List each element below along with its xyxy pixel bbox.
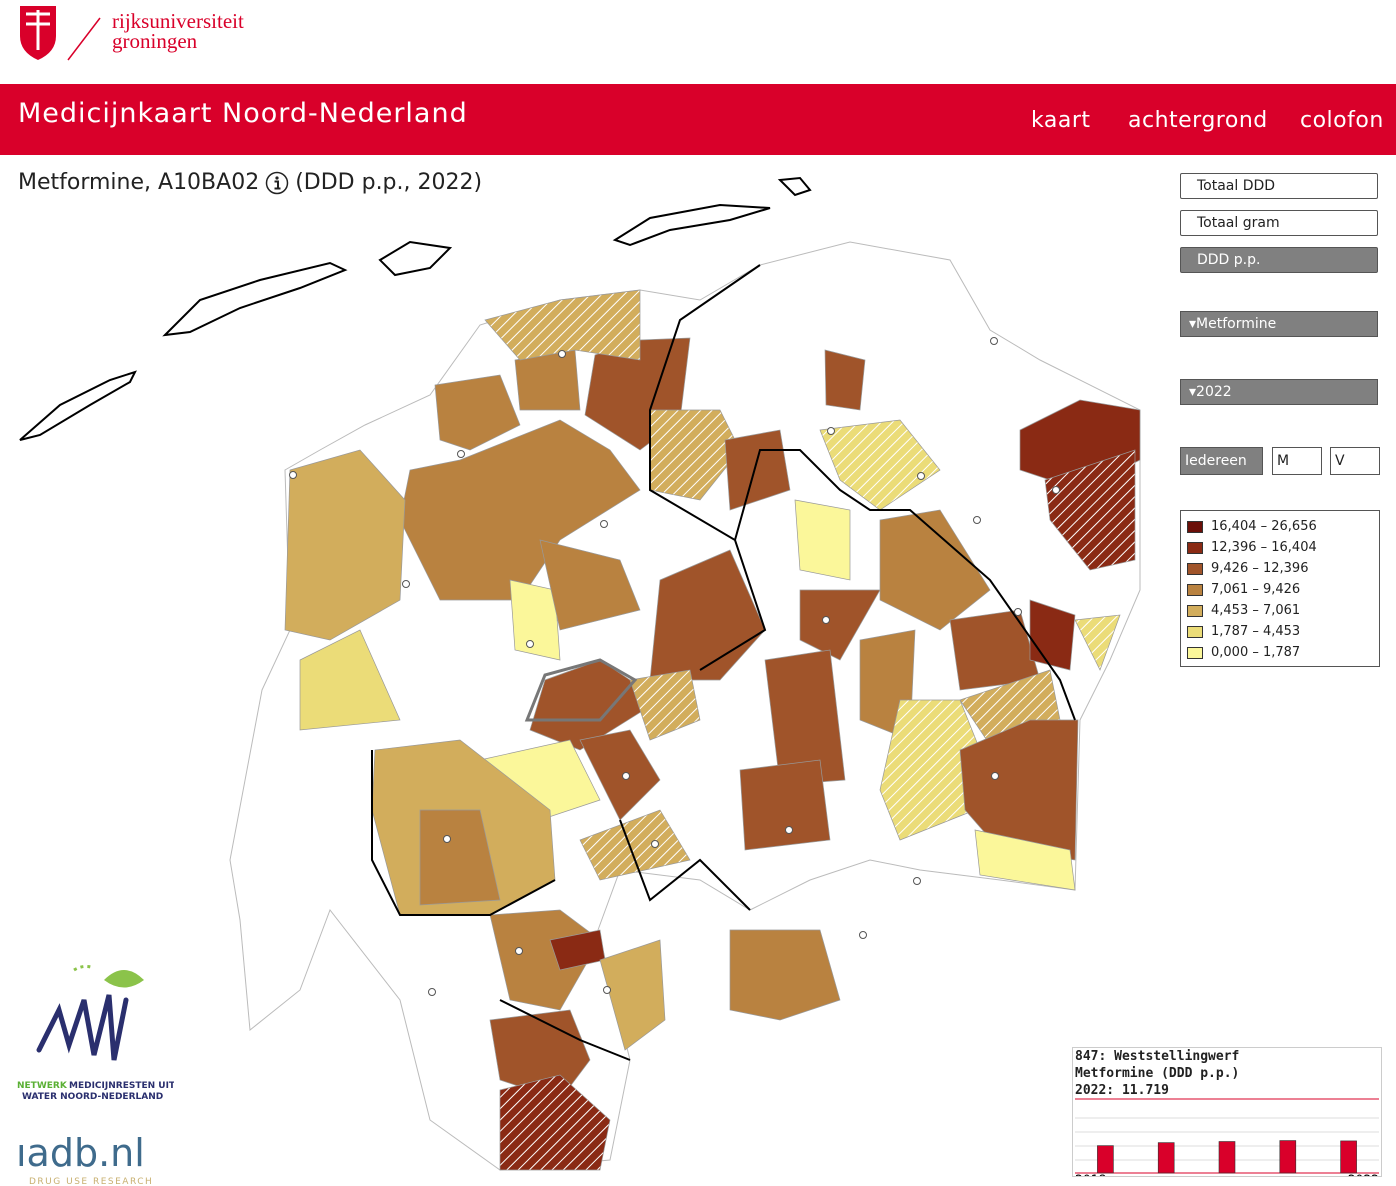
measure-button[interactable]: DDD p.p.	[1180, 247, 1378, 273]
tooltip: 847: Weststellingwerf Metformine (DDD p.…	[1072, 1047, 1382, 1177]
legend-swatch	[1187, 541, 1203, 554]
medicine: Metformine	[1196, 316, 1277, 332]
legend: 16,404 – 26,656 12,396 – 16,404 9,426 – 12…	[1180, 510, 1380, 667]
legend-swatch	[1187, 625, 1203, 638]
rug-logo: rijksuniversiteit groningen	[20, 6, 244, 61]
bar	[1218, 1141, 1236, 1174]
year: 2022	[1196, 384, 1232, 400]
legend-item: 9,426 – 12,396	[1187, 558, 1373, 579]
bar	[1279, 1140, 1297, 1174]
nmwnn-text: MEDICIJNRESTEN UIT	[69, 1081, 174, 1091]
legend-swatch	[1187, 562, 1203, 575]
legend-item: 16,404 – 26,656	[1187, 516, 1373, 537]
legend-swatch	[1187, 520, 1203, 533]
legend-item: 0,000 – 1,787	[1187, 642, 1373, 663]
leaf	[104, 970, 144, 988]
info-icon[interactable]	[265, 171, 289, 195]
group-button[interactable]: M	[1272, 447, 1322, 475]
group-button[interactable]: V	[1330, 447, 1380, 475]
province-borders	[371, 264, 1076, 1061]
medicine-select[interactable]: ▾Metformine	[1180, 311, 1378, 337]
tooltip-line: 847: Weststellingwerf	[1075, 1049, 1240, 1064]
municipalities	[284, 289, 1141, 1171]
crest-detail	[26, 10, 50, 50]
legend-item: 4,453 – 7,061	[1187, 600, 1373, 621]
nav-link[interactable]: kaart	[1031, 108, 1091, 133]
iadb-sub: DRUG USE RESEARCH	[29, 1177, 153, 1186]
mini-chart: 2018 2022	[1075, 1098, 1379, 1177]
bar	[1340, 1140, 1357, 1174]
partner-logos: NETWERK MEDICIJNRESTEN UIT WATER NOORD-N…	[16, 964, 174, 1186]
title-text: Metformine, A10BA02	[18, 170, 260, 195]
tooltip-line: 2022: 11.719	[1075, 1083, 1169, 1098]
measure-button[interactable]: Totaal DDD	[1180, 173, 1378, 199]
legend-swatch	[1187, 646, 1203, 659]
nmwnn-text: WATER NOORD-NEDERLAND	[22, 1092, 163, 1102]
year-select[interactable]: ▾2022	[1180, 379, 1378, 405]
header-bar	[0, 84, 1396, 155]
legend-item: 1,787 – 4,453	[1187, 621, 1373, 642]
nmwnn-text: NETWERK	[17, 1081, 68, 1091]
legend-swatch	[1187, 583, 1203, 596]
tooltip-line: Metformine (DDD p.p.)	[1075, 1066, 1240, 1081]
nav-link[interactable]: colofon	[1300, 108, 1384, 133]
legend-swatch	[1187, 604, 1203, 617]
islands	[19, 176, 812, 441]
cities	[289, 337, 1060, 996]
map	[19, 176, 1141, 1171]
logo-text: groningen	[112, 29, 198, 53]
x-tick-label: 2022	[1348, 1174, 1379, 1177]
nav-link[interactable]: achtergrond	[1128, 108, 1268, 133]
legend-label: 12,396 – 16,404	[1211, 540, 1317, 555]
legend-label: 4,453 – 7,061	[1211, 603, 1301, 618]
legend-label: 16,404 – 26,656	[1211, 519, 1317, 534]
x-tick-label: 2018	[1075, 1174, 1106, 1177]
logo-text: rijksuniversiteit	[112, 9, 244, 33]
legend-label: 7,061 – 9,426	[1211, 582, 1301, 597]
map-title: Metformine, A10BA02 (DDD p.p., 2022)	[18, 170, 482, 195]
group-button[interactable]: Iedereen	[1180, 447, 1263, 475]
legend-item: 7,061 – 9,426	[1187, 579, 1373, 600]
bar	[1157, 1142, 1175, 1174]
mwnn-mark	[36, 994, 129, 1061]
legend-label: 9,426 – 12,396	[1211, 561, 1309, 576]
legend-label: 1,787 – 4,453	[1211, 624, 1301, 639]
iadb-text: ıadb.nl	[16, 1131, 145, 1175]
legend-label: 0,000 – 1,787	[1211, 645, 1301, 660]
selected-municipality	[524, 658, 638, 722]
title-unit: (DDD p.p., 2022)	[295, 170, 483, 195]
legend-item: 12,396 – 16,404	[1187, 537, 1373, 558]
bar	[1097, 1145, 1114, 1174]
app-title: Medicijnkaart Noord-Nederland	[18, 98, 468, 129]
measure-button[interactable]: Totaal gram	[1180, 210, 1378, 236]
slash	[67, 17, 101, 61]
